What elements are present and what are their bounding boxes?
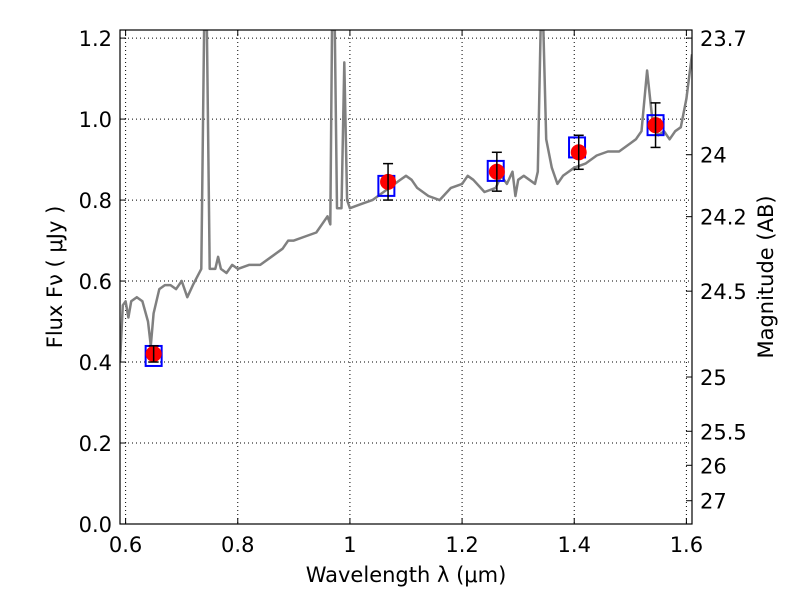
- photometry-point: [647, 102, 664, 149]
- x-tick-label: 1: [343, 533, 356, 557]
- plot-frame: [119, 29, 693, 525]
- y-tick-label: 1.2: [79, 27, 112, 51]
- y2-axis-label: Magnitude (AB): [754, 195, 778, 358]
- y2-tick-label: 24.5: [700, 280, 747, 304]
- grid-lines: [120, 30, 692, 525]
- axis-ticks: 0.6 0.8 1 1.2 1.4 1.6 0.0 0.2 0.4 0.6 0.8 1.0 1.2 23.…: [79, 27, 747, 557]
- spectrum-line: [120, 30, 692, 363]
- photometry-point: [488, 151, 505, 192]
- y-tick-label: 0.4: [79, 351, 112, 375]
- photometry-point: [380, 162, 397, 201]
- y-axis-label: Flux Fν ( μJy ): [43, 206, 67, 349]
- y2-tick-label: 27: [700, 490, 727, 514]
- y-tick-label: 0.2: [79, 432, 112, 456]
- x-tick-label: 0.8: [221, 533, 254, 557]
- y2-tick-label: 23.7: [700, 27, 747, 51]
- x-axis-label: Wavelength λ (μm): [306, 563, 507, 587]
- y2-tick-label: 24.2: [700, 206, 747, 230]
- x-tick-label: 1.4: [558, 533, 591, 557]
- y-tick-label: 1.0: [79, 108, 112, 132]
- y-tick-label: 0.8: [79, 189, 112, 213]
- photometry-point: [570, 134, 587, 171]
- y2-tick-label: 26: [700, 454, 727, 478]
- x-tick-label: 0.6: [109, 533, 142, 557]
- y-tick-label: 0.6: [79, 270, 112, 294]
- x-tick-label: 1.6: [670, 533, 703, 557]
- x-tick-label: 1.2: [445, 533, 478, 557]
- y2-tick-label: 25: [700, 366, 727, 390]
- y2-tick-label: 24: [700, 144, 727, 168]
- y2-tick-label: 25.5: [700, 420, 747, 444]
- photometry-point: [145, 345, 162, 363]
- plot-area: [120, 30, 692, 367]
- y-tick-label: 0.0: [79, 513, 112, 537]
